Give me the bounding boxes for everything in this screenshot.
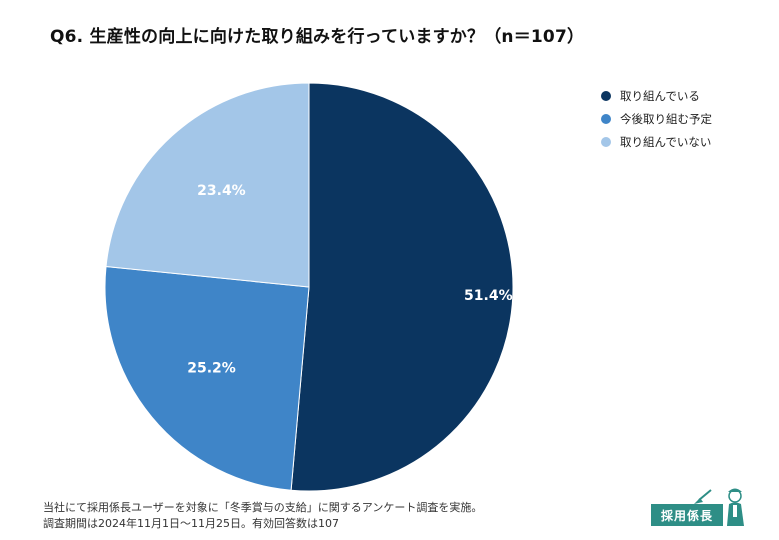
- chart-title: Q6. 生産性の向上に向けた取り組みを行っていますか？（n＝107）: [50, 27, 585, 47]
- legend-label: 取り組んでいる: [620, 88, 700, 103]
- legend-marker: [601, 90, 611, 101]
- legend-label: 取り組んでいない: [620, 134, 712, 149]
- legend-item: 取り組んでいる: [601, 84, 712, 107]
- footnote-line-1: 当社にて採用係長ユーザーを対象に「冬季賞与の支給」に関するアンケート調査を実施。: [43, 501, 483, 514]
- legend-item: 今後取り組む予定: [601, 107, 712, 130]
- pie-slice: [105, 82, 310, 288]
- legend-marker: [601, 136, 611, 147]
- data-label: 23.4%: [197, 183, 246, 199]
- footnote: 当社にて採用係長ユーザーを対象に「冬季賞与の支給」に関するアンケート調査を実施。…: [43, 500, 482, 532]
- data-label: 51.4%: [464, 288, 513, 304]
- brand-logo: 採用係長: [651, 484, 751, 526]
- legend-label: 今後取り組む予定: [620, 111, 712, 126]
- legend-marker: [601, 113, 611, 124]
- data-label: 25.2%: [187, 361, 236, 377]
- footnote-line-2: 調査期間は2024年11月1日〜11月25日。有効回答数は107: [43, 517, 339, 530]
- pie-slice: [290, 82, 514, 492]
- logo-text: 採用係長: [651, 504, 723, 526]
- pie-slice: [104, 265, 310, 491]
- legend-item: 取り組んでいない: [601, 130, 712, 153]
- mascot-icon: [694, 488, 744, 526]
- legend: 取り組んでいる 今後取り組む予定 取り組んでいない: [601, 84, 712, 153]
